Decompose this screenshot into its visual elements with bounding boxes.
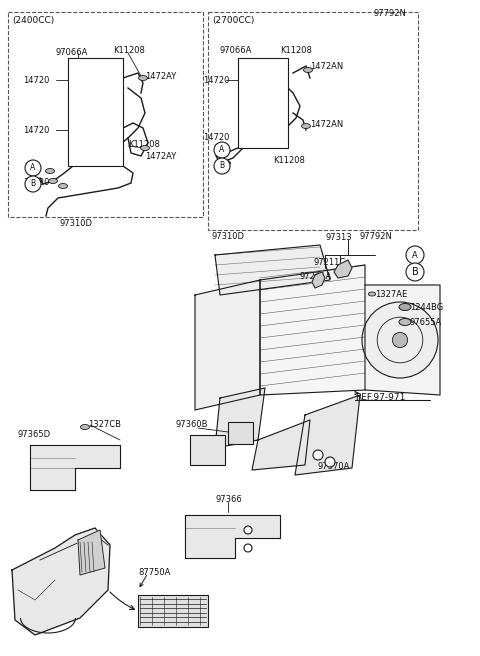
- Bar: [228, 422, 253, 444]
- Bar: [8, 12, 203, 217]
- Polygon shape: [334, 260, 352, 278]
- Circle shape: [406, 246, 424, 264]
- Text: 97066A: 97066A: [220, 46, 252, 55]
- Text: K11208: K11208: [128, 140, 160, 149]
- Text: 97261A: 97261A: [300, 272, 332, 281]
- Ellipse shape: [48, 178, 58, 184]
- Ellipse shape: [139, 75, 147, 81]
- Text: 1244BG: 1244BG: [410, 303, 443, 312]
- Text: 1472AN: 1472AN: [310, 62, 343, 71]
- Text: K11208: K11208: [273, 156, 305, 165]
- Ellipse shape: [218, 150, 228, 155]
- Text: 97792N: 97792N: [373, 9, 406, 18]
- Text: 1472AY: 1472AY: [145, 152, 176, 161]
- Circle shape: [313, 450, 323, 460]
- Text: 97366: 97366: [215, 495, 242, 504]
- Ellipse shape: [303, 68, 312, 73]
- Text: 87750A: 87750A: [138, 568, 170, 577]
- Polygon shape: [78, 530, 105, 575]
- Text: 97792N: 97792N: [360, 232, 393, 241]
- Bar: [138, 595, 208, 627]
- Circle shape: [244, 526, 252, 534]
- Polygon shape: [30, 445, 120, 490]
- Ellipse shape: [59, 184, 68, 188]
- Circle shape: [214, 158, 230, 174]
- Text: 14720: 14720: [23, 126, 49, 135]
- Text: K11208: K11208: [280, 46, 312, 55]
- Text: 97360B: 97360B: [175, 420, 207, 429]
- Text: 97310D: 97310D: [60, 219, 93, 228]
- Polygon shape: [365, 285, 440, 395]
- Text: (2400CC): (2400CC): [12, 16, 54, 25]
- Text: B: B: [412, 267, 419, 277]
- Text: 97066A: 97066A: [56, 48, 88, 57]
- Text: B: B: [219, 161, 225, 171]
- Bar: [208, 12, 418, 230]
- Text: 97313: 97313: [325, 233, 352, 242]
- Ellipse shape: [301, 123, 311, 129]
- Text: A: A: [30, 163, 36, 173]
- Ellipse shape: [369, 292, 376, 296]
- Ellipse shape: [399, 304, 411, 310]
- Text: 97310D: 97310D: [212, 232, 245, 241]
- Text: B: B: [30, 180, 36, 188]
- Text: 1472AN: 1472AN: [310, 120, 343, 129]
- Bar: [238, 58, 288, 148]
- Polygon shape: [195, 280, 260, 410]
- Ellipse shape: [221, 161, 230, 165]
- Circle shape: [214, 142, 230, 158]
- Ellipse shape: [141, 146, 149, 150]
- Polygon shape: [295, 395, 360, 475]
- Circle shape: [362, 302, 438, 378]
- Bar: [190, 435, 225, 465]
- Circle shape: [25, 160, 41, 176]
- Ellipse shape: [46, 169, 55, 173]
- Polygon shape: [215, 245, 330, 295]
- Text: 14720: 14720: [23, 178, 49, 187]
- Circle shape: [25, 176, 41, 192]
- Text: 14720: 14720: [203, 76, 229, 85]
- Polygon shape: [215, 388, 265, 448]
- Text: 97211C: 97211C: [313, 258, 345, 267]
- Text: K11208: K11208: [113, 46, 145, 55]
- Circle shape: [406, 263, 424, 281]
- Ellipse shape: [399, 319, 411, 325]
- Text: REF.97-971: REF.97-971: [355, 393, 406, 402]
- Polygon shape: [185, 515, 280, 558]
- Text: 97370A: 97370A: [318, 462, 350, 471]
- Polygon shape: [260, 265, 365, 395]
- Ellipse shape: [81, 424, 89, 430]
- Polygon shape: [312, 272, 325, 288]
- Text: A: A: [219, 146, 225, 155]
- Text: A: A: [412, 251, 418, 260]
- Bar: [68, 58, 123, 166]
- Text: 14720: 14720: [23, 76, 49, 85]
- Text: 1327CB: 1327CB: [88, 420, 121, 429]
- Polygon shape: [12, 528, 110, 635]
- Circle shape: [325, 457, 335, 467]
- Text: 14720: 14720: [203, 133, 229, 142]
- Text: (2700CC): (2700CC): [212, 16, 254, 25]
- Circle shape: [244, 544, 252, 552]
- Circle shape: [392, 333, 408, 348]
- Text: 97655A: 97655A: [410, 318, 442, 327]
- Text: 1327AE: 1327AE: [375, 290, 407, 299]
- Text: 1472AY: 1472AY: [145, 72, 176, 81]
- Polygon shape: [252, 420, 310, 470]
- Text: 97365D: 97365D: [18, 430, 51, 439]
